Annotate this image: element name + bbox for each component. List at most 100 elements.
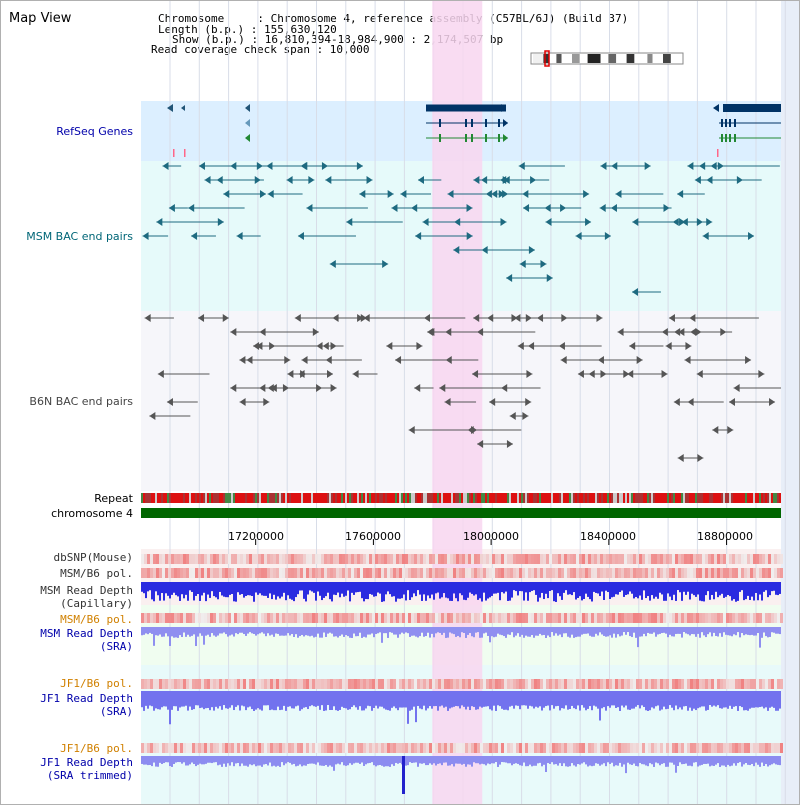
jf1-b6-pol-heat — [645, 679, 648, 689]
jf1-b6-pol2-heat — [192, 743, 195, 753]
jf1-b6-pol2-heat — [363, 743, 366, 753]
msm-sra-depth-bar — [625, 627, 627, 635]
msm-b6-pol2-heat — [627, 613, 630, 623]
jf1-trim-depth-bar — [347, 756, 349, 766]
jf1-sra-depth-bar — [689, 691, 691, 708]
jf1-sra-depth-bar — [607, 691, 609, 707]
jf1-sra-depth-bar — [269, 691, 271, 711]
jf1-trim-depth-bar — [439, 756, 441, 764]
dbsnp-heat — [531, 554, 534, 564]
b6n-bac-end — [149, 412, 156, 420]
jf1-b6-pol-heat — [144, 679, 147, 689]
msm-b6-pol-heat — [195, 568, 198, 578]
dbsnp-heat — [651, 554, 654, 564]
msm-sra-depth-bar — [299, 627, 301, 637]
msm-sra-depth-bar — [293, 627, 295, 638]
jf1-b6-pol-heat — [513, 679, 516, 689]
jf1-trim-depth-bar — [769, 756, 771, 766]
msm-b6-pol-heat — [690, 568, 693, 578]
jf1-sra-depth-bar — [241, 691, 243, 706]
msm-b6-pol-heat — [534, 568, 537, 578]
repeat-mark — [601, 493, 603, 503]
msm-b6-pol2-heat — [648, 613, 651, 623]
dbsnp-heat — [369, 554, 372, 564]
jf1-b6-pol-heat — [231, 679, 234, 689]
jf1-b6-pol2-heat — [621, 743, 624, 753]
jf1-sra-depth-bar — [571, 691, 573, 706]
msm-cap-depth-bar — [189, 582, 191, 591]
repeat-mark — [725, 493, 727, 503]
jf1-trim-depth-bar — [523, 756, 525, 763]
repeat-mark — [431, 493, 433, 503]
msm-sra-depth-bar — [527, 627, 529, 637]
b6n-bac-label: B6N BAC end pairs — [29, 395, 133, 408]
repeat-mark — [513, 493, 515, 503]
b6n-bac-end — [395, 356, 402, 364]
msm-sra-depth-bar — [321, 627, 323, 638]
dbsnp-heat — [453, 554, 456, 564]
repeat-mark — [741, 493, 743, 503]
msm-b6-pol2-heat — [528, 613, 531, 623]
msm-sra-depth-bar — [223, 627, 225, 633]
dbsnp-heat — [513, 554, 516, 564]
jf1-trim-depth-bar — [475, 756, 477, 764]
repeat-mark — [569, 493, 571, 503]
msm-sra-depth-bar — [271, 627, 273, 635]
repeat-mark — [525, 493, 527, 503]
msm-sra-depth-bar — [663, 627, 665, 633]
repeat-mark — [683, 493, 685, 503]
msm-b6-pol-heat — [573, 568, 576, 578]
jf1-b6-pol2-heat — [693, 743, 696, 753]
jf1-b6-pol2-heat — [561, 743, 564, 753]
msm-sra-depth-bar — [599, 627, 601, 633]
jf1-b6-pol-heat — [546, 679, 549, 689]
repeat-mark — [231, 493, 233, 503]
msm-b6-pol-heat — [639, 568, 642, 578]
jf1-sra-depth-bar — [205, 691, 207, 709]
msm-cap-depth-bar — [239, 582, 241, 595]
jf1-trim-depth-bar — [539, 756, 541, 763]
repeat-mark — [605, 493, 607, 503]
jf1-b6-pol-heat — [186, 679, 189, 689]
repeat-mark — [293, 493, 295, 503]
repeat-mark — [691, 493, 693, 503]
jf1-b6-pol-heat — [315, 679, 318, 689]
repeat-mark — [709, 493, 711, 503]
jf1-b6-pol-heat — [309, 679, 312, 689]
jf1-sra-depth-bar — [701, 691, 703, 707]
msm-cap-depth-bar — [741, 582, 743, 591]
jf1-sra-depth-bar — [775, 691, 777, 711]
jf1-sra-depth-bar — [533, 691, 535, 709]
msm-sra-depth-bar — [585, 627, 587, 634]
jf1-trim-depth-bar — [691, 756, 693, 767]
jf1-b6-pol-heat — [579, 679, 582, 689]
repeat-mark — [285, 493, 287, 503]
repeat-mark — [477, 493, 479, 503]
repeat-mark — [239, 493, 241, 503]
msm-cap-depth-bar — [415, 582, 417, 597]
dbsnp-heat — [276, 554, 279, 564]
msm-b6-pol2-heat — [330, 613, 333, 623]
msm-b6-pol-heat — [285, 568, 288, 578]
msm-sra-depth-bar — [253, 627, 255, 634]
msm-cap-depth-bar — [317, 582, 319, 592]
jf1-trim-depth-bar — [259, 756, 261, 766]
jf1-b6-pol2-heat — [252, 743, 255, 753]
msm-cap-depth-bar — [567, 582, 569, 595]
msm-b6-pol2-heat — [708, 613, 711, 623]
dbsnp-heat — [165, 554, 168, 564]
msm-cap-depth-bar — [219, 582, 221, 592]
gene-strand-arrow — [503, 134, 508, 142]
msm-b6-pol-heat — [717, 568, 720, 578]
msm-cap-depth-bar — [359, 582, 361, 592]
msm-b6-pol-heat — [381, 568, 384, 578]
repeat-mark — [369, 493, 371, 503]
dbsnp-heat — [441, 554, 444, 564]
jf1-trim-depth-bar — [393, 756, 395, 766]
jf1-b6-pol2-heat — [309, 743, 312, 753]
jf1-b6-pol-heat — [603, 679, 606, 689]
msm-sra-depth-bar — [495, 627, 497, 637]
msm-sra-depth-bar — [483, 627, 485, 634]
